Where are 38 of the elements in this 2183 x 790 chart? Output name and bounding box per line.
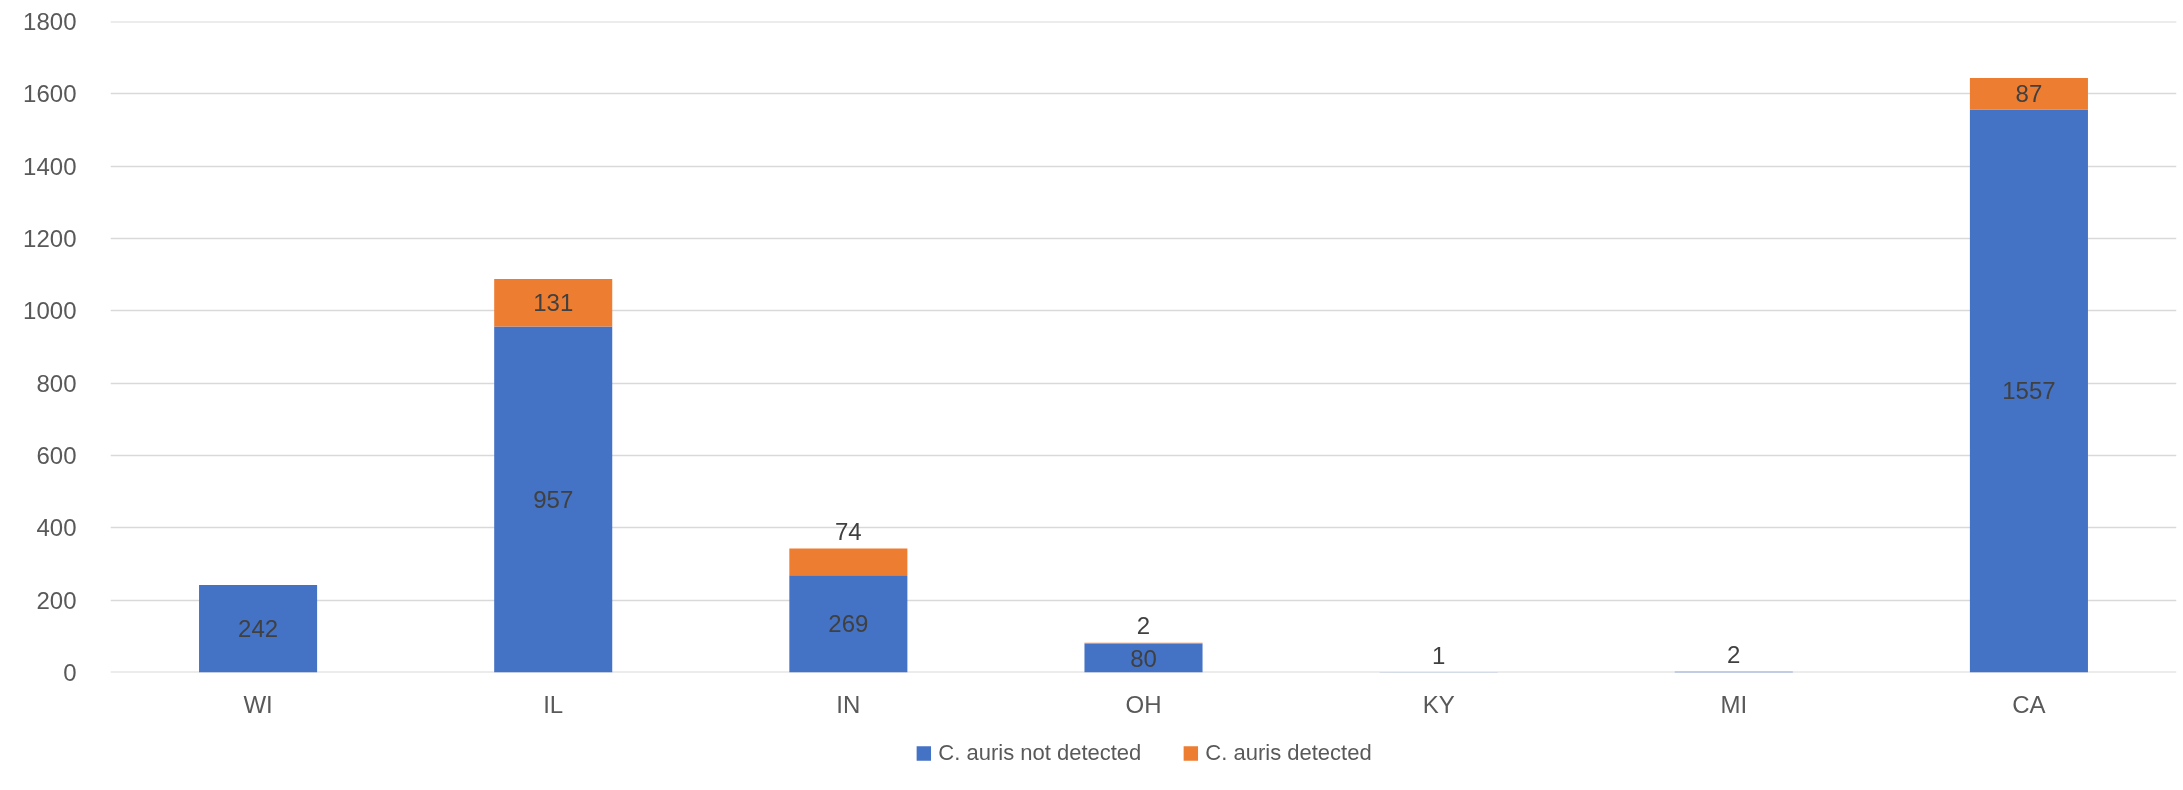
x-tick-label: MI bbox=[1720, 690, 1748, 718]
bar bbox=[1969, 77, 2088, 110]
x-tick-label: IN bbox=[836, 690, 861, 718]
data-label: 2 bbox=[1727, 641, 1741, 669]
y-tick-label: 400 bbox=[36, 514, 77, 542]
legend-label: C. auris not detected bbox=[938, 740, 1142, 766]
data-label: 1 bbox=[1431, 641, 1446, 669]
y-tick-label: 200 bbox=[36, 586, 77, 614]
y-tick-label: 1600 bbox=[23, 80, 77, 108]
data-label: 957 bbox=[533, 485, 574, 513]
bar bbox=[494, 279, 613, 327]
bar bbox=[199, 584, 318, 673]
data-label: 1557 bbox=[2002, 377, 2056, 405]
x-tick-label: IL bbox=[543, 690, 564, 718]
x-tick-label: KY bbox=[1422, 690, 1455, 718]
bar bbox=[1969, 109, 2088, 673]
data-label: 80 bbox=[1130, 644, 1157, 672]
data-label: 242 bbox=[238, 615, 279, 643]
x-tick-label: WI bbox=[243, 690, 273, 718]
data-label: 74 bbox=[835, 517, 862, 545]
y-tick-label: 1400 bbox=[23, 152, 77, 180]
bar bbox=[494, 326, 613, 673]
y-tick-label: 600 bbox=[36, 442, 77, 469]
data-label: 87 bbox=[2015, 80, 2043, 108]
data-label: 269 bbox=[828, 610, 869, 638]
bar bbox=[1084, 643, 1203, 673]
data-label: 131 bbox=[533, 289, 574, 317]
data-label: 2 bbox=[1136, 612, 1151, 640]
y-tick-label: 0 bbox=[63, 659, 77, 686]
y-tick-label: 1800 bbox=[23, 8, 77, 35]
x-tick-label: CA bbox=[2012, 690, 2046, 718]
bar bbox=[789, 575, 908, 673]
y-tick-label: 1000 bbox=[23, 297, 77, 325]
y-tick-label: 1200 bbox=[23, 225, 77, 252]
bar bbox=[789, 548, 908, 576]
x-tick-label: OH bbox=[1125, 690, 1162, 718]
y-tick-label: 800 bbox=[36, 369, 77, 397]
legend-label: C. auris detected bbox=[1205, 740, 1372, 766]
